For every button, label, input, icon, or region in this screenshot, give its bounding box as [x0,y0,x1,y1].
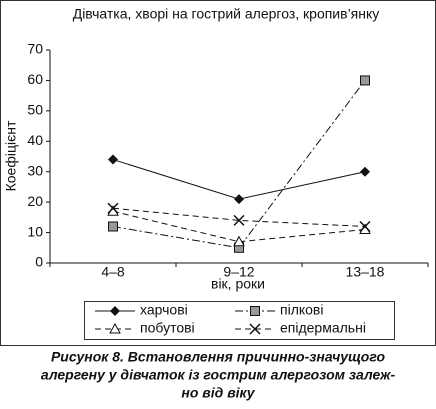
chart-title: Дівчатка, хворі на гострий алергоз, кроп… [73,6,380,22]
marker [108,154,118,165]
legend-marker [109,322,121,334]
legend-marker [110,306,120,316]
marker [234,194,244,205]
marker [233,214,245,226]
series-line [112,80,366,249]
x-tick-label: 9–12 [223,264,254,280]
y-tick-label: 20 [27,193,43,209]
x-axis-label: вік, роки [211,276,265,292]
marker [108,221,118,232]
marker [233,235,245,247]
marker [360,166,370,177]
marker [360,75,370,86]
x-tick-label: 13–18 [346,264,385,280]
y-tick-label: 50 [27,102,43,118]
chart-frame [0,0,436,346]
series-line [112,207,366,227]
legend-box [84,301,395,340]
caption-line: Рисунок 8. Встановлення причинно-значущо… [51,349,386,365]
y-tick-label: 30 [27,162,43,178]
legend-marker [250,306,260,316]
caption-line: алергену у дівчаток із гострим алергозом… [41,367,396,383]
legend-label: пілкові [280,302,323,318]
marker [107,202,119,214]
y-tick-label: 40 [27,132,43,148]
series-line [112,210,366,243]
y-tick-label: 70 [27,41,43,57]
x-tick-label: 4–8 [101,264,125,280]
caption-line: но від віку [181,385,255,401]
legend-label: побутові [140,320,195,336]
y-tick-label: 60 [27,71,43,87]
legend-label: харчові [140,302,188,318]
y-tick-label: 0 [35,254,43,270]
marker [359,220,371,233]
y-tick-label: 10 [27,223,43,239]
y-axis-label: Коефіцієнт [3,120,19,191]
legend-marker [249,323,261,335]
legend-label: епідермальні [280,320,366,336]
